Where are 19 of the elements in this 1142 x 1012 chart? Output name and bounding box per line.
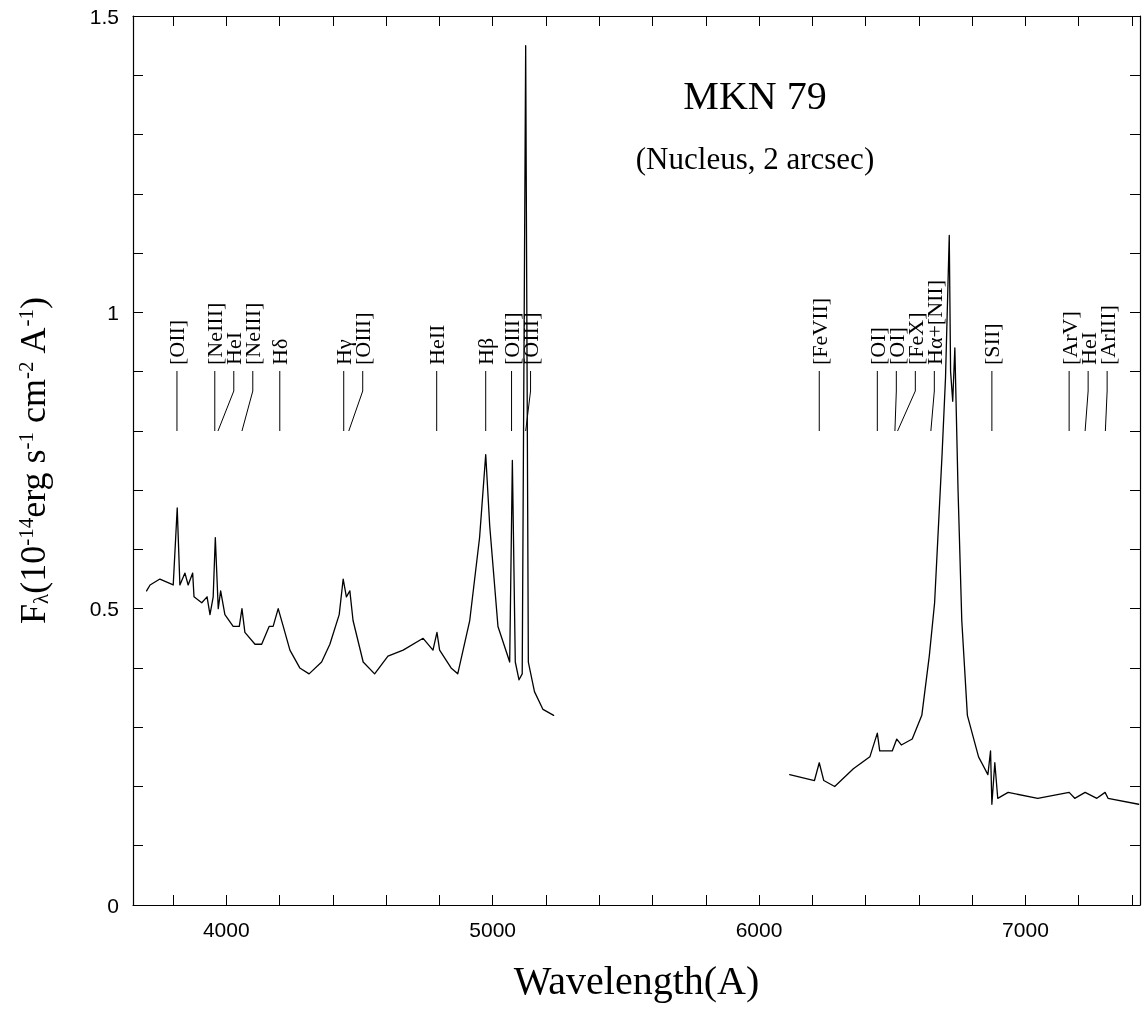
annotation: HeII [424, 324, 450, 365]
y-tick-label: 1.5 [89, 4, 119, 28]
annotation: Hβ [473, 337, 499, 365]
y-tick-label: 0.5 [89, 597, 119, 621]
y-tick-label: 1 [107, 300, 119, 324]
text: (Nucleus, 2 arcsec) [635, 141, 875, 176]
x-tick-label: 5000 [469, 918, 516, 941]
annotation: [OII] [164, 319, 190, 365]
x-tick-label: 6000 [735, 918, 783, 941]
annotation: Hδ [267, 338, 293, 365]
x-tick-label: 7000 [1002, 918, 1049, 941]
text: Fλ(10-14erg s-1 cm-2 A-1) [13, 297, 53, 624]
annotation: [SII] [979, 323, 1005, 365]
x-tick-label: 4000 [202, 918, 250, 941]
annotation: [FeVII] [806, 297, 832, 365]
text: MKN 79 [683, 72, 827, 118]
annotation: [NeIII] [240, 302, 266, 365]
y-tick-label: 0 [107, 893, 119, 917]
x-axis-title: Wavelength(A) [513, 957, 760, 1003]
